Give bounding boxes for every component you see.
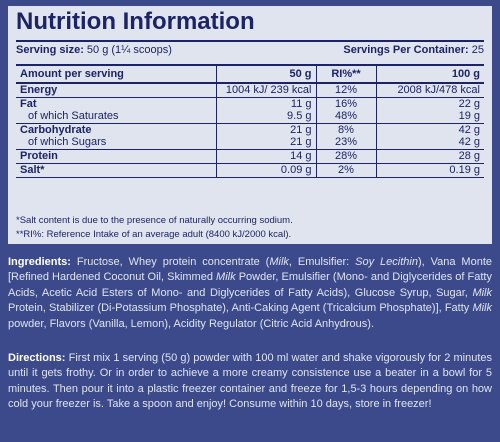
value-50g: 21 g [215,137,316,150]
nutrition-table: Amount per serving 50 g RI%** 100 g Ener… [16,64,484,178]
value-ri: 28% [315,149,376,164]
table-header: RI%** [315,64,376,84]
value-ri: 23% [315,137,376,150]
table-row: Protein 14 g 28% 28 g [16,149,484,164]
ingredients-text: Fructose, Whey protein concentrate ( [70,256,270,268]
ingredients-text: ), Vana Monte [Refined Hardened Coconut … [8,256,493,284]
allergen-milk: Milk [472,302,492,315]
footnotes: *Salt content is due to the presence of … [16,214,484,242]
row-label: Carbohydrate [16,123,216,137]
value-ri: 8% [315,123,376,137]
salt-footnote: *Salt content is due to the presence of … [16,215,293,226]
serving-size-value: 50 g (1¼ scoops) [86,44,172,56]
nutrition-panel: Nutrition Information Serving size: 50 g… [8,6,492,244]
title-divider [16,40,484,42]
servings-per-container: Servings Per Container: 25 [343,44,484,56]
table-row: Energy 1004 kJ/ 239 kcal 12% 2008 kJ/478… [16,82,484,98]
page-title: Nutrition Information [16,8,255,35]
table-header: 100 g [375,64,484,84]
row-label: Energy [16,82,216,98]
ingredients-text: , Emulsifier: [288,256,356,268]
value-ri: 16% [315,97,376,111]
row-label: of which Saturates [28,110,119,122]
table-row: of which Saturates 9.5 g 48% 19 g [16,111,484,124]
ingredients-text: powder, Flavors (Vanilla, Lemon), Acidit… [8,317,375,330]
ingredients-text: Powder, Emulsifier (Mono- and Diglycerid… [8,271,492,299]
value-50g: 9.5 g [215,111,316,124]
directions-label: Directions: [8,352,66,364]
table-row: Fat 11 g 16% 22 g [16,97,484,111]
row-label: Protein [16,149,216,164]
allergen-milk: Milk [472,286,492,299]
value-50g: 21 g [215,123,316,137]
serving-size-label: Serving size: [16,44,84,56]
value-50g: 11 g [215,97,316,111]
table-header: Amount per serving [16,64,216,84]
servings-per-container-label: Servings Per Container: [343,44,469,56]
value-ri: 48% [315,111,376,124]
ingredients-text: Protein, Stabilizer (Di-Potassium Phosph… [8,302,473,315]
ingredients-label: Ingredients: [8,256,71,268]
value-100g: 42 g [375,123,484,137]
value-100g: 19 g [375,111,484,124]
value-50g: 0.09 g [215,163,316,178]
directions-text: First mix 1 serving (50 g) powder with 1… [8,352,492,411]
value-100g: 0.19 g [375,163,484,178]
value-ri: 12% [315,82,376,98]
table-row: Carbohydrate 21 g 8% 42 g [16,123,484,137]
servings-per-container-value: 25 [471,44,484,56]
table-header: 50 g [215,64,316,84]
value-50g: 1004 kJ/ 239 kcal [215,82,316,98]
row-label: Salt* [16,163,216,178]
table-row: Salt* 0.09 g 2% 0.19 g [16,163,484,178]
value-100g: 22 g [375,97,484,111]
value-100g: 2008 kJ/478 kcal [375,82,484,98]
table-row: of which Sugars 21 g 23% 42 g [16,137,484,150]
value-50g: 14 g [215,149,316,164]
directions-paragraph: Directions: First mix 1 serving (50 g) p… [8,351,492,413]
ingredients-paragraph: Ingredients: Fructose, Whey protein conc… [8,255,492,332]
serving-info: Serving size: 50 g (1¼ scoops) Servings … [16,44,484,56]
table-header-row: Amount per serving 50 g RI%** 100 g [16,64,484,84]
ri-footnote: **RI%: Reference Intake of an average ad… [16,229,292,240]
allergen-soy: Soy Lecithin [355,256,418,268]
value-100g: 28 g [375,149,484,164]
row-label: of which Sugars [28,136,107,148]
value-ri: 2% [315,163,376,178]
row-label: Fat [16,97,216,111]
value-100g: 42 g [375,137,484,150]
allergen-milk: Milk [216,271,236,284]
allergen-milk: Milk [269,256,289,268]
